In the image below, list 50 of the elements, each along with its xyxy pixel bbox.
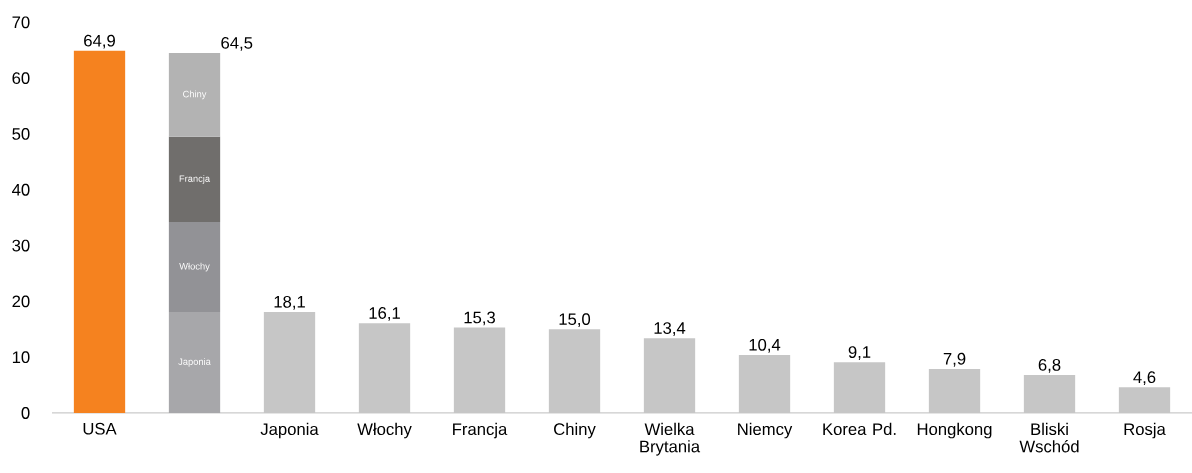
y-tick-label: 60 bbox=[12, 72, 30, 85]
x-tick-label: Hongkong bbox=[917, 422, 992, 439]
y-tick-label: 20 bbox=[12, 295, 30, 308]
bar bbox=[738, 354, 791, 413]
x-tick-label: Korea Pd. bbox=[823, 422, 896, 436]
bar bbox=[833, 362, 886, 413]
x-tick-label: USA bbox=[83, 422, 117, 435]
series-label: Francja bbox=[179, 175, 211, 184]
bar bbox=[548, 329, 601, 413]
bar bbox=[168, 222, 221, 312]
data-label: 15,0 bbox=[559, 313, 591, 328]
data-label: 15,3 bbox=[464, 311, 495, 326]
x-tick-label: Niemcy bbox=[738, 422, 793, 439]
y-tick-label: 70 bbox=[12, 16, 30, 29]
total-label: 64,5 bbox=[221, 37, 253, 51]
bar bbox=[643, 338, 696, 413]
bar bbox=[263, 311, 316, 413]
x-tick-label: Włochy bbox=[357, 422, 412, 439]
data-label: 6,8 bbox=[1038, 359, 1061, 373]
data-label: 16,1 bbox=[369, 307, 400, 321]
series-label: Chiny bbox=[183, 90, 207, 100]
series-label: Japonia bbox=[178, 358, 211, 367]
bar bbox=[168, 136, 221, 223]
data-label: 13,4 bbox=[654, 322, 686, 336]
y-tick-label: 10 bbox=[12, 351, 30, 364]
bar bbox=[168, 311, 221, 413]
y-tick-label: 50 bbox=[12, 128, 30, 140]
x-tick-label: Bliski Wschód bbox=[1019, 422, 1079, 453]
data-label: 10,4 bbox=[749, 338, 781, 353]
y-tick-label: 0 bbox=[21, 407, 30, 419]
x-tick-label: Rosja bbox=[1124, 422, 1166, 439]
bar bbox=[168, 53, 221, 137]
y-tick-label: 30 bbox=[12, 239, 30, 252]
x-tick-label: Wielka Brytania bbox=[640, 422, 701, 456]
x-tick-label: Japonia bbox=[260, 422, 319, 439]
bar bbox=[1023, 375, 1076, 413]
bar bbox=[358, 323, 411, 413]
bar bbox=[73, 50, 126, 413]
data-label: 9,1 bbox=[848, 346, 871, 360]
bar bbox=[1118, 387, 1171, 413]
data-label: 18,1 bbox=[274, 295, 305, 310]
series-label: Włochy bbox=[179, 262, 210, 272]
bar bbox=[453, 327, 506, 413]
data-label: 7,9 bbox=[943, 352, 966, 367]
bar bbox=[928, 368, 981, 413]
x-tick-label: Francja bbox=[453, 422, 508, 439]
data-label: 64,9 bbox=[84, 34, 115, 49]
x-tick-label: Chiny bbox=[554, 422, 596, 439]
data-label: 4,6 bbox=[1133, 371, 1156, 386]
y-tick-label: 40 bbox=[12, 183, 30, 196]
